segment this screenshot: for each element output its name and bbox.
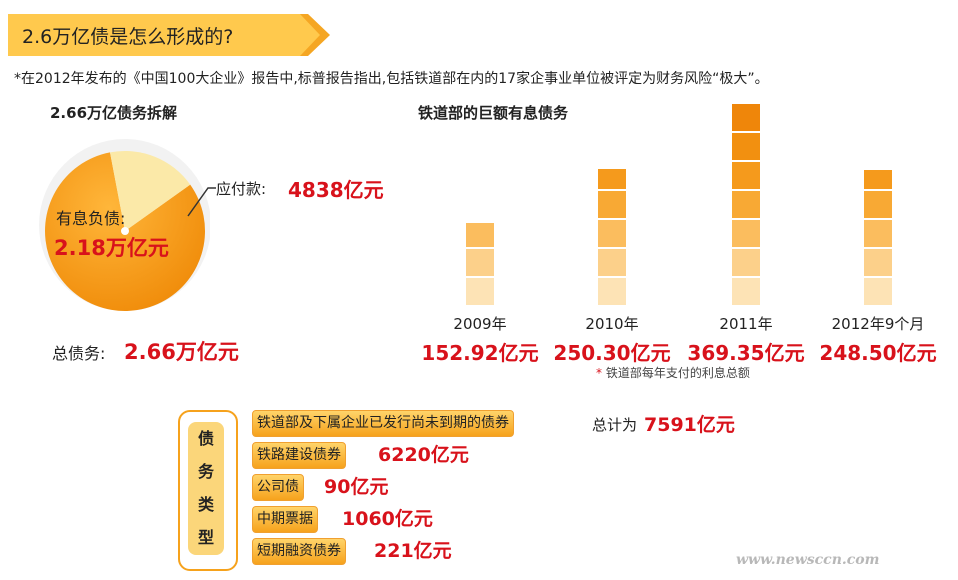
bar-section-title: 铁道部的巨额有息债务 bbox=[418, 104, 569, 122]
footnote-text: 铁道部每年支付的利息总额 bbox=[605, 366, 750, 380]
bar-category-label: 2011年 bbox=[719, 315, 773, 333]
bar-segment bbox=[732, 191, 760, 218]
bar-segment bbox=[864, 248, 892, 276]
interest-debt-label: 有息负债: bbox=[56, 209, 126, 228]
bar-segment bbox=[466, 222, 494, 247]
debt-type-value: 90亿元 bbox=[324, 476, 389, 498]
debt-type-value: 221亿元 bbox=[374, 540, 452, 562]
total-debt-value: 2.66万亿元 bbox=[124, 340, 239, 364]
footnote-asterisk: * bbox=[596, 366, 602, 380]
pie-leader-line bbox=[187, 187, 216, 217]
bar-1 bbox=[598, 168, 626, 306]
debt-type-prefix: 总计为 bbox=[592, 416, 638, 434]
page-title: 2.6万亿债是怎么形成的? bbox=[22, 26, 234, 48]
bar-segment bbox=[598, 190, 626, 218]
debt-type-label: 公司债 bbox=[252, 474, 304, 501]
side-char: 债 bbox=[197, 429, 214, 448]
debt-type-label: 中期票据 bbox=[252, 506, 318, 533]
bar-segment bbox=[864, 219, 892, 247]
bar-segment bbox=[732, 220, 760, 247]
side-char: 类 bbox=[197, 495, 214, 514]
debt-type-label: 铁路建设债券 bbox=[252, 442, 346, 469]
bar-segment bbox=[864, 169, 892, 189]
bar-category-label: 2009年 bbox=[453, 315, 507, 333]
watermark-text: www.newsccn.com bbox=[736, 552, 880, 568]
bar-category-label: 2010年 bbox=[585, 315, 639, 333]
bar-value-label: 248.50亿元 bbox=[819, 341, 937, 365]
bar-segment bbox=[732, 133, 760, 160]
side-char: 型 bbox=[197, 528, 214, 547]
bar-segment bbox=[598, 168, 626, 189]
bar-segment bbox=[732, 104, 760, 131]
bar-3 bbox=[864, 169, 892, 306]
bar-segment bbox=[732, 249, 760, 276]
pie-section-title: 2.66万亿债务拆解 bbox=[50, 104, 178, 122]
total-debt-label: 总债务: bbox=[52, 344, 106, 363]
bar-value-label: 152.92亿元 bbox=[421, 341, 539, 365]
pie-chart bbox=[39, 139, 210, 311]
payables-value: 4838亿元 bbox=[288, 178, 384, 202]
pie-center-dot bbox=[121, 227, 129, 235]
debt-types-side-label: 债 务 类 型 bbox=[188, 422, 224, 555]
title-banner bbox=[8, 14, 330, 56]
bar-segment bbox=[598, 277, 626, 305]
debt-type-value: 6220亿元 bbox=[378, 444, 469, 466]
bar-0 bbox=[466, 222, 494, 306]
bar-value-label: 250.30亿元 bbox=[553, 341, 671, 365]
payables-label: 应付款: bbox=[216, 180, 267, 198]
report-note: *在2012年发布的《中国100大企业》报告中,标普报告指出,包括铁道部在内的1… bbox=[14, 71, 769, 87]
debt-type-label: 铁道部及下属企业已发行尚未到期的债券 bbox=[252, 410, 514, 437]
bar-segment bbox=[598, 219, 626, 247]
bar-2 bbox=[732, 102, 760, 306]
debt-type-value: 1060亿元 bbox=[342, 508, 433, 530]
bar-segment bbox=[864, 190, 892, 218]
bar-segment bbox=[732, 162, 760, 189]
bar-footnote: * 铁道部每年支付的利息总额 bbox=[596, 364, 750, 381]
interest-debt-value: 2.18万亿元 bbox=[54, 236, 169, 260]
bar-category-label: 2012年9个月 bbox=[831, 315, 925, 333]
side-char: 务 bbox=[197, 462, 214, 481]
bar-segment bbox=[598, 248, 626, 276]
pie-slice-payables bbox=[110, 151, 191, 231]
bar-segment bbox=[466, 248, 494, 276]
bar-segment bbox=[732, 278, 760, 305]
debt-type-label: 短期融资债券 bbox=[252, 538, 346, 565]
debt-type-value: 7591亿元 bbox=[644, 414, 735, 436]
bar-value-label: 369.35亿元 bbox=[687, 341, 805, 365]
bar-segment bbox=[466, 277, 494, 305]
bar-segment bbox=[864, 277, 892, 305]
